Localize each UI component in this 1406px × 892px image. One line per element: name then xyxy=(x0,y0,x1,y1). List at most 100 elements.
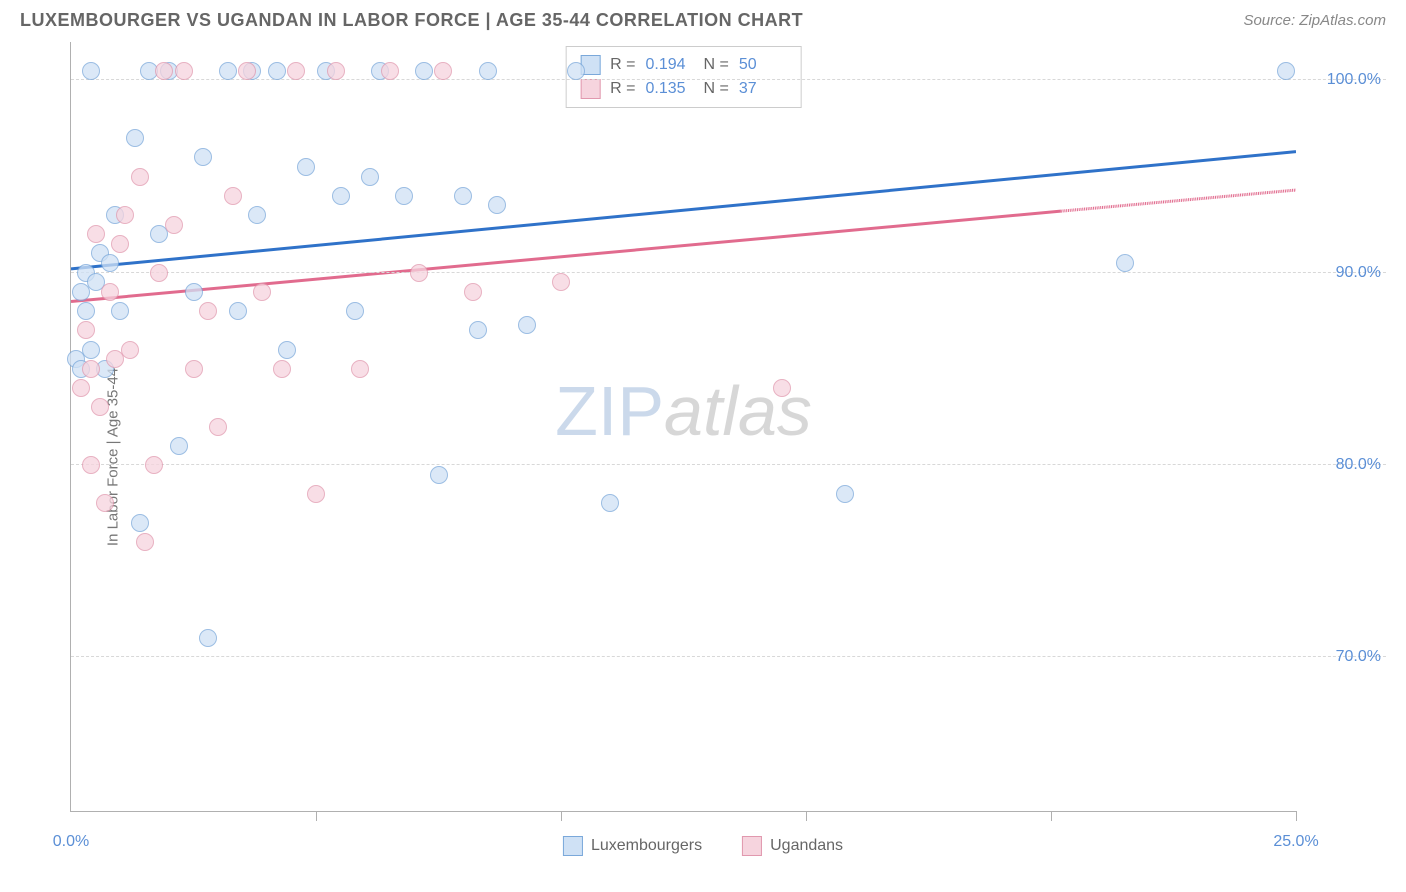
data-point xyxy=(224,187,242,205)
data-point xyxy=(567,62,585,80)
data-point xyxy=(1116,254,1134,272)
x-tick xyxy=(806,811,807,821)
n-label: N = xyxy=(704,80,729,98)
data-point xyxy=(381,62,399,80)
stats-row-1: R = 0.194 N = 50 xyxy=(580,53,787,77)
data-point xyxy=(229,302,247,320)
data-point xyxy=(351,360,369,378)
data-point xyxy=(297,158,315,176)
y-tick-label: 100.0% xyxy=(1327,71,1381,89)
gridline-h xyxy=(71,79,1386,80)
data-point xyxy=(131,514,149,532)
data-point xyxy=(248,206,266,224)
data-point xyxy=(327,62,345,80)
data-point xyxy=(82,62,100,80)
stats-legend-box: R = 0.194 N = 50 R = 0.135 N = 37 xyxy=(565,46,802,108)
y-tick-label: 70.0% xyxy=(1336,648,1381,666)
watermark-zip: ZIP xyxy=(555,372,664,450)
x-tick xyxy=(1296,811,1297,821)
data-point xyxy=(101,283,119,301)
data-point xyxy=(434,62,452,80)
data-point xyxy=(155,62,173,80)
data-point xyxy=(454,187,472,205)
data-point xyxy=(136,533,154,551)
x-tick xyxy=(1051,811,1052,821)
data-point xyxy=(170,437,188,455)
bottom-legend: Luxembourgers Ugandans xyxy=(563,836,843,856)
chart-title: LUXEMBOURGER VS UGANDAN IN LABOR FORCE |… xyxy=(20,10,803,31)
data-point xyxy=(488,196,506,214)
data-point xyxy=(253,283,271,301)
data-point xyxy=(268,62,286,80)
data-point xyxy=(836,485,854,503)
data-point xyxy=(430,466,448,484)
chart-container: In Labor Force | Age 35-44 ZIPatlas R = … xyxy=(20,42,1386,872)
data-point xyxy=(278,341,296,359)
data-point xyxy=(199,302,217,320)
y-tick-label: 90.0% xyxy=(1336,264,1381,282)
data-point xyxy=(238,62,256,80)
x-tick-label: 0.0% xyxy=(53,833,89,851)
data-point xyxy=(479,62,497,80)
data-point xyxy=(91,398,109,416)
legend-item-1: Luxembourgers xyxy=(563,836,702,856)
data-point xyxy=(185,283,203,301)
data-point xyxy=(77,302,95,320)
data-point xyxy=(82,360,100,378)
data-point xyxy=(410,264,428,282)
data-point xyxy=(361,168,379,186)
y-tick-label: 80.0% xyxy=(1336,456,1381,474)
x-tick xyxy=(316,811,317,821)
data-point xyxy=(101,254,119,272)
data-point xyxy=(87,225,105,243)
data-point xyxy=(194,148,212,166)
n-label: N = xyxy=(704,56,729,74)
data-point xyxy=(175,62,193,80)
data-point xyxy=(287,62,305,80)
data-point xyxy=(185,360,203,378)
legend-swatch-1 xyxy=(563,836,583,856)
n-value-2: 37 xyxy=(739,80,787,98)
data-point xyxy=(145,456,163,474)
legend-swatch-2 xyxy=(742,836,762,856)
data-point xyxy=(77,321,95,339)
data-point xyxy=(82,341,100,359)
data-point xyxy=(332,187,350,205)
x-tick-label: 25.0% xyxy=(1273,833,1318,851)
r-label: R = xyxy=(610,80,635,98)
legend-label-2: Ugandans xyxy=(770,837,843,855)
legend-item-2: Ugandans xyxy=(742,836,843,856)
gridline-h xyxy=(71,272,1386,273)
scatter-plot: ZIPatlas R = 0.194 N = 50 R = 0.135 N = … xyxy=(70,42,1296,812)
data-point xyxy=(72,379,90,397)
data-point xyxy=(199,629,217,647)
gridline-h xyxy=(71,464,1386,465)
data-point xyxy=(464,283,482,301)
trend-lines xyxy=(71,42,1296,811)
source-attribution: Source: ZipAtlas.com xyxy=(1243,12,1386,29)
data-point xyxy=(150,264,168,282)
data-point xyxy=(307,485,325,503)
r-label: R = xyxy=(610,56,635,74)
data-point xyxy=(552,273,570,291)
data-point xyxy=(165,216,183,234)
data-point xyxy=(219,62,237,80)
data-point xyxy=(111,235,129,253)
data-point xyxy=(126,129,144,147)
data-point xyxy=(121,341,139,359)
data-point xyxy=(601,494,619,512)
data-point xyxy=(116,206,134,224)
data-point xyxy=(82,456,100,474)
data-point xyxy=(518,316,536,334)
data-point xyxy=(773,379,791,397)
data-point xyxy=(395,187,413,205)
legend-label-1: Luxembourgers xyxy=(591,837,702,855)
r-value-1: 0.194 xyxy=(646,56,694,74)
stats-row-2: R = 0.135 N = 37 xyxy=(580,77,787,101)
data-point xyxy=(273,360,291,378)
data-point xyxy=(131,168,149,186)
gridline-h xyxy=(71,656,1386,657)
data-point xyxy=(209,418,227,436)
data-point xyxy=(111,302,129,320)
data-point xyxy=(96,494,114,512)
